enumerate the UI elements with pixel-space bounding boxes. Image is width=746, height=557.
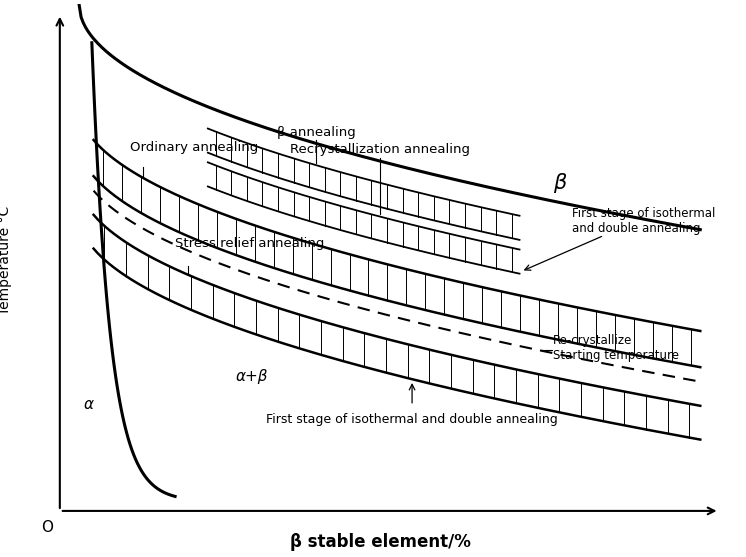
Text: Ordinary annealing: Ordinary annealing [131, 141, 259, 154]
Text: O: O [41, 520, 53, 535]
Text: Stress relief annealing: Stress relief annealing [175, 237, 325, 250]
Text: α+β: α+β [236, 369, 269, 384]
Text: First stage of isothermal
and double annealing: First stage of isothermal and double ann… [572, 207, 715, 236]
Text: Re-crystallize
Starting temperature: Re-crystallize Starting temperature [553, 334, 679, 362]
Text: β stable element/%: β stable element/% [289, 533, 471, 551]
Text: First stage of isothermal and double annealing: First stage of isothermal and double ann… [266, 413, 558, 426]
Text: Temperature °C: Temperature °C [0, 206, 13, 315]
Text: β annealing: β annealing [277, 125, 355, 139]
Text: α: α [84, 397, 94, 412]
Text: Recrystallization annealing: Recrystallization annealing [290, 143, 470, 157]
Text: β: β [553, 173, 566, 193]
